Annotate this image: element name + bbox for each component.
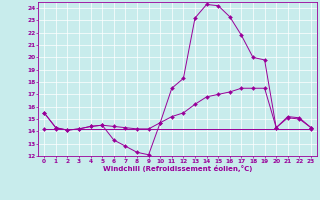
- X-axis label: Windchill (Refroidissement éolien,°C): Windchill (Refroidissement éolien,°C): [103, 165, 252, 172]
